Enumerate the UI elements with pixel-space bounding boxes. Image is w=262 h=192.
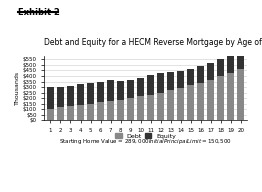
Bar xyxy=(127,80,134,98)
Bar xyxy=(117,100,124,120)
Bar xyxy=(187,85,194,120)
Legend: Debt, Equity: Debt, Equity xyxy=(113,131,179,141)
Bar xyxy=(127,98,134,120)
Bar xyxy=(237,52,244,69)
Bar xyxy=(87,83,94,104)
Bar xyxy=(57,107,64,120)
Bar xyxy=(167,72,174,90)
Bar xyxy=(67,106,74,120)
Bar xyxy=(147,94,154,120)
Bar xyxy=(97,82,104,103)
Bar xyxy=(137,96,144,120)
Bar xyxy=(227,55,234,73)
Text: Exhibit 2: Exhibit 2 xyxy=(18,8,60,17)
Bar xyxy=(187,69,194,85)
Bar xyxy=(47,109,54,120)
X-axis label: Starting Home Value = $289,000    Initial Principal Limit = $150,500: Starting Home Value = $289,000 Initial P… xyxy=(59,137,232,146)
Bar xyxy=(97,103,104,120)
Y-axis label: Thousands: Thousands xyxy=(15,71,20,105)
Bar xyxy=(117,81,124,100)
Bar xyxy=(208,63,214,80)
Bar xyxy=(77,105,84,120)
Bar xyxy=(167,90,174,120)
Bar xyxy=(177,88,184,120)
Bar xyxy=(227,73,234,120)
Bar xyxy=(237,69,244,120)
Bar xyxy=(197,66,204,83)
Bar xyxy=(177,71,184,88)
Bar xyxy=(137,78,144,96)
Bar xyxy=(77,84,84,105)
Bar xyxy=(47,87,54,109)
Bar xyxy=(208,80,214,120)
Text: Debt and Equity for a HECM Reverse Mortgage by Age of Loan in Years: Debt and Equity for a HECM Reverse Mortg… xyxy=(45,38,262,47)
Bar xyxy=(197,83,204,120)
Bar xyxy=(107,80,114,101)
Bar xyxy=(217,59,225,76)
Bar xyxy=(157,93,164,120)
Bar xyxy=(107,101,114,120)
Bar xyxy=(157,73,164,93)
Bar xyxy=(147,75,154,94)
Bar xyxy=(67,86,74,106)
Bar xyxy=(87,104,94,120)
Bar xyxy=(217,76,225,120)
Bar xyxy=(57,87,64,107)
